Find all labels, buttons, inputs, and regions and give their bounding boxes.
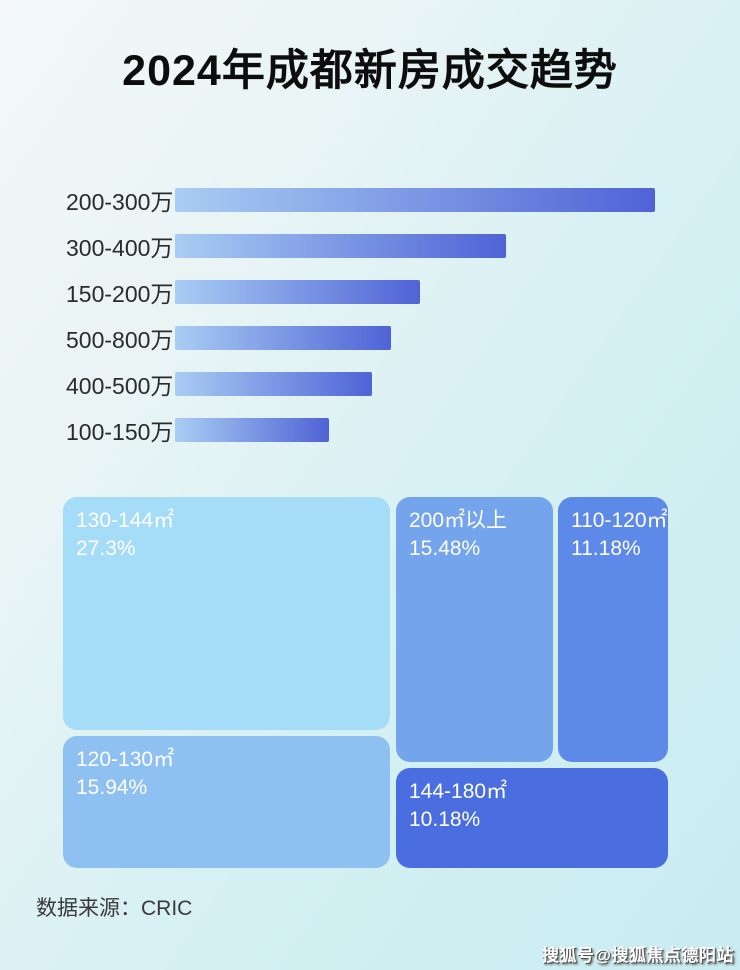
treemap-label: 200㎡以上 <box>409 509 508 532</box>
treemap-value: 27.3% <box>76 537 136 561</box>
bar-category-label: 150-200万 <box>66 281 174 307</box>
treemap-block-120-130: 120-130㎡ 15.94% <box>63 736 390 868</box>
treemap-label: 130-144㎡ <box>76 509 175 532</box>
bar-150-200 <box>175 280 420 304</box>
treemap-value: 15.48% <box>409 537 481 561</box>
area-share-treemap: 130-144㎡ 27.3% 120-130㎡ 15.94% 200㎡以上 15… <box>63 497 670 868</box>
bar-category-label: 400-500万 <box>66 373 174 399</box>
bar-category-label: 100-150万 <box>66 419 174 445</box>
treemap-block-200-plus: 200㎡以上 15.48% <box>396 497 553 762</box>
price-range-bar-chart: 200-300万 300-400万 150-200万 500-800万 400-… <box>66 188 655 464</box>
treemap-label: 120-130㎡ <box>76 748 175 771</box>
treemap-label: 110-120㎡ <box>571 509 668 532</box>
bar-row-150-200: 150-200万 <box>66 280 655 307</box>
bar-category-label: 500-800万 <box>66 327 174 353</box>
treemap-value: 15.94% <box>76 776 148 800</box>
page-title: 2024年成都新房成交趋势 <box>122 47 618 95</box>
treemap-block-144-180: 144-180㎡ 10.18% <box>396 768 668 868</box>
bar-row-500-800: 500-800万 <box>66 326 655 353</box>
bar-500-800 <box>175 326 391 350</box>
treemap-value: 11.18% <box>571 537 641 561</box>
bar-200-300 <box>175 188 655 212</box>
bar-row-100-150: 100-150万 <box>66 418 655 445</box>
bar-400-500 <box>175 372 372 396</box>
bar-category-label: 200-300万 <box>66 189 174 215</box>
bar-100-150 <box>175 418 329 442</box>
bar-category-label: 300-400万 <box>66 235 174 261</box>
treemap-value: 10.18% <box>409 808 481 832</box>
bar-row-300-400: 300-400万 <box>66 234 655 261</box>
bar-row-400-500: 400-500万 <box>66 372 655 399</box>
watermark-label: 搜狐号@搜狐焦点德阳站 <box>541 946 734 965</box>
treemap-label: 144-180㎡ <box>409 780 508 803</box>
treemap-block-130-144: 130-144㎡ 27.3% <box>63 497 390 730</box>
bar-row-200-300: 200-300万 <box>66 188 655 215</box>
data-source-label: 数据来源：CRIC <box>36 897 193 920</box>
treemap-block-110-120: 110-120㎡ 11.18% <box>558 497 668 762</box>
bar-300-400 <box>175 234 506 258</box>
